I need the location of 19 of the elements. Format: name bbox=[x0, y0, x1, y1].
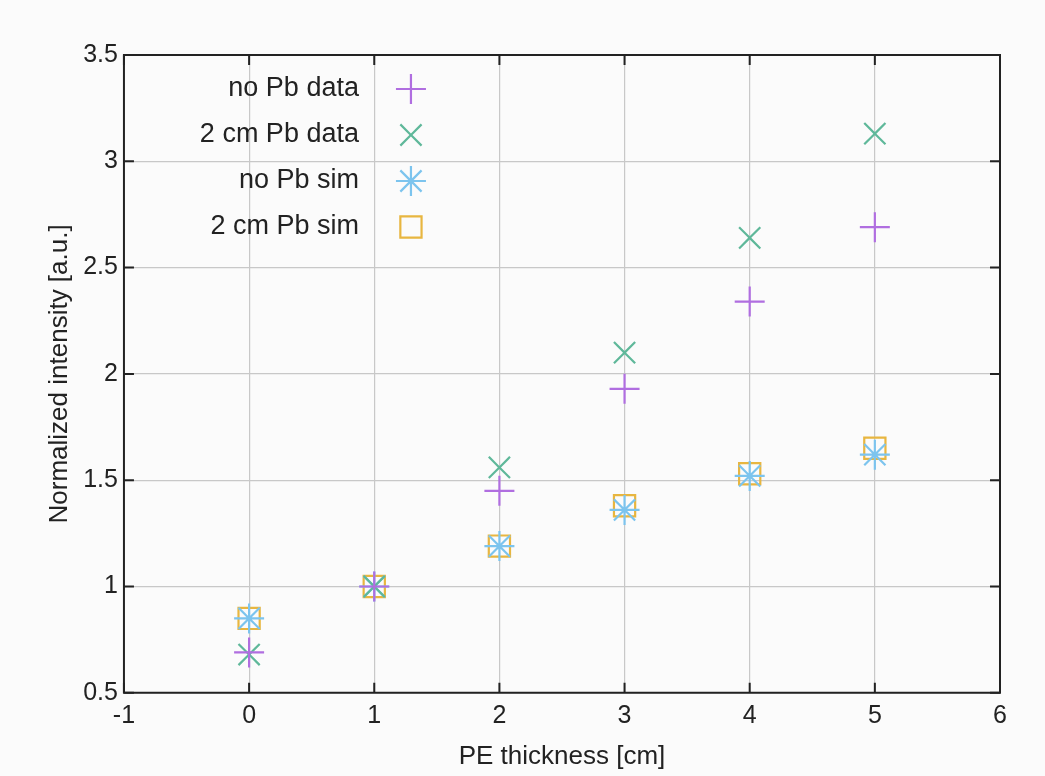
legend-label: 2 cm Pb data bbox=[199, 118, 360, 149]
y-tick-label: 3.5 bbox=[83, 38, 118, 67]
x-tick-label: 1 bbox=[367, 699, 382, 728]
y-tick-label: 3 bbox=[104, 145, 118, 174]
legend-label: no Pb data bbox=[228, 72, 360, 103]
y-tick-label: 2 bbox=[104, 357, 118, 386]
x-axis-title: PE thickness [cm] bbox=[458, 739, 666, 770]
y-tick-label: 2.5 bbox=[83, 251, 118, 280]
x-tick-label: 5 bbox=[867, 699, 882, 728]
y-axis-title: Normalized intensity [a.u.] bbox=[42, 224, 73, 524]
legend-label: no Pb sim bbox=[238, 164, 359, 195]
x-tick-label: 3 bbox=[617, 699, 632, 728]
y-tick-label: 1.5 bbox=[83, 464, 118, 493]
legend-label: 2 cm Pb sim bbox=[210, 210, 359, 241]
x-tick-label: 6 bbox=[993, 699, 1007, 728]
x-tick-label: 0 bbox=[242, 699, 257, 728]
x-tick-label: 2 bbox=[492, 699, 507, 728]
x-tick-label: 4 bbox=[742, 699, 757, 728]
y-tick-label: 1 bbox=[104, 570, 118, 599]
